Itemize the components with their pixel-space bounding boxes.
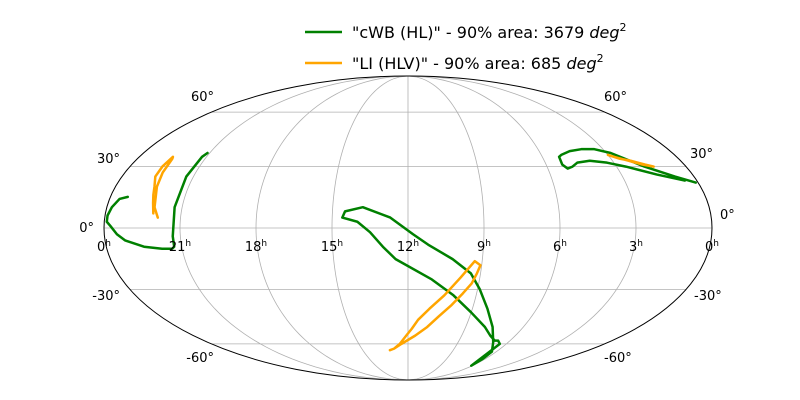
contour-line — [151, 155, 175, 219]
y-tick-label-right: -30° — [694, 289, 722, 304]
x-tick-label: 9h — [477, 239, 491, 255]
mollweide-frame — [103, 75, 713, 381]
contour-line — [341, 205, 502, 367]
x-tick-label: 21h — [169, 239, 191, 255]
grid-layer — [104, 75, 712, 381]
y-tick-label-left: 30° — [97, 152, 120, 167]
contour-line — [388, 259, 482, 352]
contour-line — [606, 153, 655, 168]
y-tick-label-right: -60° — [604, 351, 632, 366]
contour-line — [557, 147, 697, 184]
y-tick-label-left: 0° — [79, 221, 94, 236]
x-tick-label: 3h — [629, 239, 643, 255]
y-tick-label-left: 60° — [191, 90, 214, 105]
y-tick-label-left: -30° — [92, 289, 120, 304]
x-tick-label: 6h — [553, 239, 567, 255]
y-tick-label-right: 30° — [690, 147, 713, 162]
x-tick-label: 18h — [245, 239, 267, 255]
y-tick-label-right: 0° — [720, 208, 735, 223]
x-tick-label: 12h — [397, 239, 419, 255]
tick-labels: 0h 21h 18h 15h 12h 9h 6h 3h 0h 60° 60° 30° 30° 0° 0° -3… — [79, 90, 735, 366]
y-tick-label-left: -60° — [186, 351, 214, 366]
x-tick-label: 0h — [97, 239, 111, 255]
x-tick-label: 15h — [321, 239, 343, 255]
legend-entry: "LI (HLV)" - 90% area: 685 deg2 — [352, 52, 604, 73]
y-tick-label-right: 60° — [604, 90, 627, 105]
x-tick-label: 0h — [705, 239, 719, 255]
legend: "cWB (HL)" - 90% area: 3679 deg2 "LI (HLV… — [305, 21, 627, 73]
contour-line — [105, 151, 209, 251]
legend-entry: "cWB (HL)" - 90% area: 3679 deg2 — [352, 21, 627, 42]
series-layer — [105, 147, 697, 367]
